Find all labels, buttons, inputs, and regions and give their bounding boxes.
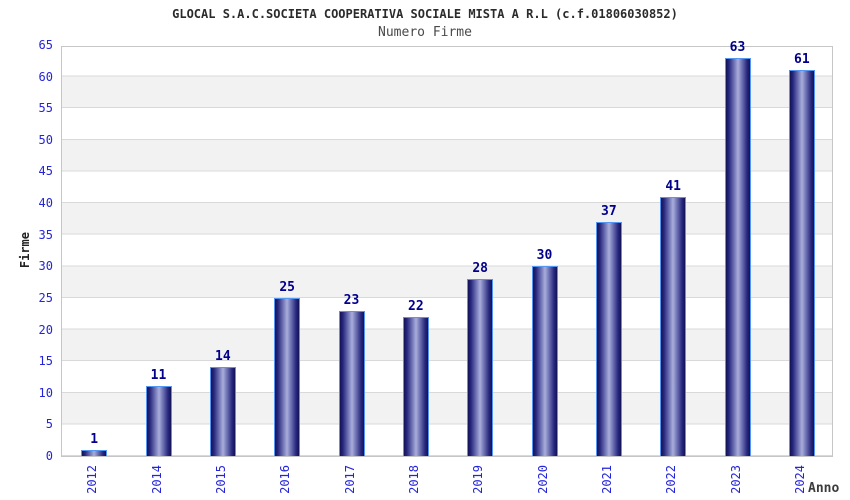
x-tick-label: 2015 [213,465,228,494]
chart-title: GLOCAL S.A.C.SOCIETA COOPERATIVA SOCIALE… [172,7,678,21]
x-tick-label: 2021 [599,465,614,494]
bar [531,266,558,456]
y-tick-label: 15 [38,354,53,369]
x-tick-label: 2024 [792,465,807,494]
x-tick-label: 2014 [149,465,164,494]
x-tick-label: 2016 [278,465,293,494]
y-tick-label: 60 [38,69,53,84]
bar [338,310,365,456]
x-tick-label: 2023 [728,465,743,494]
bar [788,70,815,456]
bar-value-label: 14 [215,349,231,365]
y-tick-label: 5 [45,417,53,432]
bar-value-label: 61 [794,52,810,68]
bar-value-label: 25 [279,279,295,295]
bar-value-label: 37 [601,204,617,220]
x-tick-label: 2012 [85,465,100,494]
bar-value-label: 22 [408,298,424,314]
bar-value-label: 11 [150,368,167,384]
bar-value-label: 28 [472,260,488,276]
bar [81,449,108,456]
y-tick-label: 55 [38,101,53,116]
y-tick-label: 0 [45,449,53,463]
bar [274,297,301,456]
y-tick-label: 45 [38,164,53,179]
bar [660,196,687,456]
plot-area: 1 11 14 25 23 22 28 30 37 41 63 61 [61,40,833,457]
y-tick-label: 10 [38,385,53,400]
y-tick-label: 35 [38,227,53,242]
y-tick-label: 25 [38,290,53,305]
bar [467,278,494,456]
x-tick-label: 2018 [406,465,421,494]
bar-value-label: 23 [343,292,360,308]
bar [595,222,622,456]
y-tick-label: 40 [38,196,53,211]
x-tick-label: 2017 [342,465,357,494]
bar-value-label: 30 [536,248,553,264]
bar [724,57,751,456]
x-tick-label: 2020 [535,465,550,494]
bar-value-label: 63 [729,39,746,55]
bar-value-label: 41 [665,178,681,194]
bar-value-label: 1 [90,431,99,447]
y-tick-label: 65 [38,38,53,52]
y-tick-label: 30 [38,259,53,274]
y-tick-label: 20 [38,322,53,337]
x-axis-label: Anno [808,481,840,496]
x-tick-label: 2022 [664,465,679,494]
y-tick-label: 50 [38,132,53,147]
bar [402,316,429,456]
chart-subtitle: Numero Firme [378,25,472,40]
bar [209,367,236,456]
x-tick-label: 2019 [471,465,486,494]
bar [145,386,172,456]
